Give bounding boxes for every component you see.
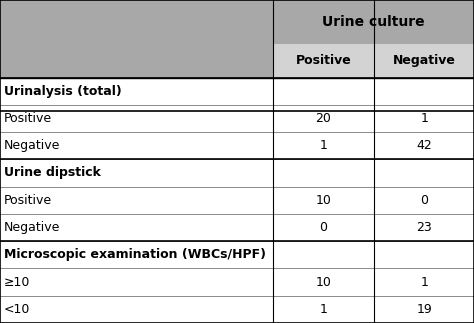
Bar (0, 296, 273, 323)
Bar (0, 0, 474, 44)
Bar (0, 44, 273, 78)
Bar (0, 268, 273, 296)
Text: Urinalysis (total): Urinalysis (total) (4, 85, 121, 98)
Text: 23: 23 (416, 221, 432, 234)
Bar (0, 78, 474, 105)
Text: <10: <10 (4, 303, 30, 316)
Bar (0, 268, 474, 296)
Text: Negative: Negative (393, 54, 456, 67)
Text: 20: 20 (316, 112, 331, 125)
Text: 1: 1 (420, 276, 428, 288)
Bar (0, 241, 474, 268)
Bar (374, 44, 474, 78)
Text: 1: 1 (420, 112, 428, 125)
Text: Urine culture: Urine culture (322, 15, 425, 29)
Bar (273, 44, 374, 78)
Bar (273, 132, 374, 159)
Bar (0, 296, 474, 323)
Text: 1: 1 (319, 303, 328, 316)
Bar (273, 296, 374, 323)
Bar (0, 187, 474, 214)
Bar (0, 132, 273, 159)
Bar (0, 214, 474, 241)
Text: 0: 0 (319, 221, 328, 234)
Text: 10: 10 (316, 194, 331, 207)
Bar (0, 105, 474, 132)
Bar (374, 214, 474, 241)
Text: 19: 19 (416, 303, 432, 316)
Text: Negative: Negative (4, 139, 60, 152)
Text: 10: 10 (316, 276, 331, 288)
Bar (0, 132, 474, 159)
Bar (374, 268, 474, 296)
Bar (374, 105, 474, 132)
Text: Urine dipstick: Urine dipstick (4, 166, 100, 180)
Bar (273, 268, 374, 296)
Text: Positive: Positive (296, 54, 351, 67)
Text: 42: 42 (416, 139, 432, 152)
Bar (374, 296, 474, 323)
Bar (0, 187, 273, 214)
Bar (0, 159, 474, 187)
Bar (273, 214, 374, 241)
Text: Positive: Positive (4, 112, 52, 125)
Bar (374, 132, 474, 159)
Bar (273, 187, 374, 214)
Text: 1: 1 (319, 139, 328, 152)
Text: 0: 0 (420, 194, 428, 207)
Bar (273, 105, 374, 132)
Bar (374, 187, 474, 214)
Text: Negative: Negative (4, 221, 60, 234)
Bar (0, 214, 273, 241)
Text: ≥10: ≥10 (4, 276, 30, 288)
Text: Positive: Positive (4, 194, 52, 207)
Text: Microscopic examination (WBCs/HPF): Microscopic examination (WBCs/HPF) (4, 248, 266, 261)
Bar (0, 105, 273, 132)
